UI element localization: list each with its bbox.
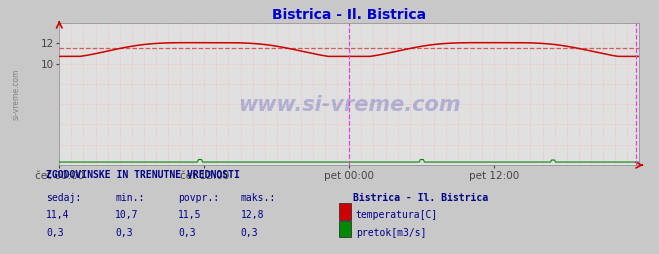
Text: 10,7: 10,7: [115, 211, 139, 220]
Text: si-vreme.com: si-vreme.com: [11, 68, 20, 120]
Text: sedaj:: sedaj:: [46, 193, 81, 203]
Text: pretok[m3/s]: pretok[m3/s]: [356, 228, 426, 238]
Text: min.:: min.:: [115, 193, 145, 203]
Text: 0,3: 0,3: [46, 228, 64, 238]
Text: temperatura[C]: temperatura[C]: [356, 211, 438, 220]
Text: 12,8: 12,8: [241, 211, 264, 220]
Text: povpr.:: povpr.:: [178, 193, 219, 203]
Text: 11,4: 11,4: [46, 211, 70, 220]
Text: 0,3: 0,3: [241, 228, 258, 238]
Title: Bistrica - Il. Bistrica: Bistrica - Il. Bistrica: [272, 8, 426, 22]
Text: www.si-vreme.com: www.si-vreme.com: [238, 95, 461, 115]
Text: 0,3: 0,3: [115, 228, 133, 238]
Text: 0,3: 0,3: [178, 228, 196, 238]
Text: ZGODOVINSKE IN TRENUTNE VREDNOSTI: ZGODOVINSKE IN TRENUTNE VREDNOSTI: [46, 170, 240, 180]
Text: maks.:: maks.:: [241, 193, 275, 203]
Text: Bistrica - Il. Bistrica: Bistrica - Il. Bistrica: [353, 193, 488, 203]
Text: 11,5: 11,5: [178, 211, 202, 220]
